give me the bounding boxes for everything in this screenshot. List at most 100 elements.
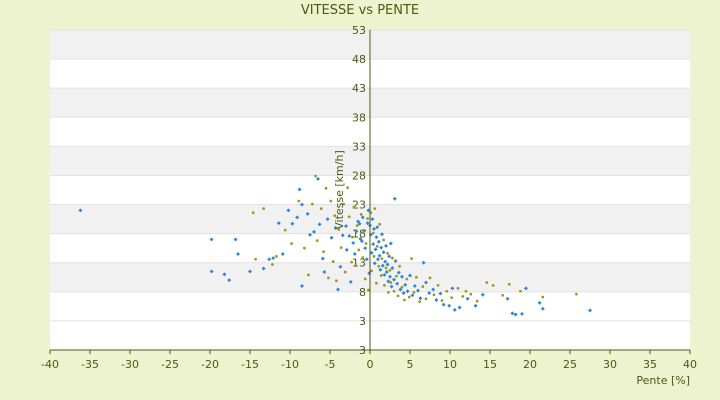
data-point xyxy=(354,264,357,268)
data-point xyxy=(473,303,478,308)
data-point xyxy=(403,298,406,302)
data-point xyxy=(233,237,238,242)
data-point xyxy=(248,269,252,274)
data-point xyxy=(398,264,401,268)
y-tick-label: 33 xyxy=(352,140,366,153)
x-tick-label: -20 xyxy=(201,358,219,371)
data-point xyxy=(405,277,409,281)
y-tick-label: 48 xyxy=(352,53,366,66)
data-point xyxy=(412,291,416,294)
data-point xyxy=(427,291,432,295)
data-point xyxy=(386,252,389,255)
y-tick-label: 13 xyxy=(352,257,366,270)
data-point xyxy=(384,270,389,275)
x-axis-label: Pente [%] xyxy=(636,374,690,387)
chart-title: VITESSE vs PENTE xyxy=(301,3,419,18)
data-point xyxy=(392,289,396,293)
data-point xyxy=(395,281,400,286)
data-point xyxy=(382,238,385,242)
data-point xyxy=(575,292,578,296)
data-point xyxy=(432,293,436,297)
data-point xyxy=(366,217,369,220)
data-point xyxy=(461,295,465,298)
data-point xyxy=(375,245,379,248)
data-point xyxy=(322,270,327,275)
data-point xyxy=(359,213,363,216)
data-point xyxy=(418,300,421,304)
data-point xyxy=(283,228,287,232)
y-tick-label: 23 xyxy=(352,199,366,212)
data-point xyxy=(469,292,473,296)
data-point xyxy=(372,254,376,258)
series-2 xyxy=(251,174,578,304)
data-point xyxy=(395,274,398,278)
y-tick-label: 8 xyxy=(359,286,366,299)
data-point xyxy=(379,274,383,277)
x-tick-label: 15 xyxy=(483,358,497,371)
data-point xyxy=(387,291,390,294)
data-point xyxy=(209,237,214,242)
data-point xyxy=(380,257,384,261)
data-point xyxy=(351,240,356,245)
data-point xyxy=(364,242,368,245)
data-point xyxy=(351,235,354,239)
data-point xyxy=(315,239,319,243)
data-point xyxy=(236,252,240,256)
data-point xyxy=(403,282,408,287)
data-point xyxy=(325,217,330,222)
data-point xyxy=(251,211,255,215)
axes xyxy=(49,30,691,354)
data-point xyxy=(382,272,387,277)
y-axis-label: Vitesse [km/h] xyxy=(333,150,346,230)
data-point xyxy=(457,305,462,310)
data-point xyxy=(262,207,265,211)
data-point xyxy=(78,208,83,213)
data-point xyxy=(392,196,397,201)
data-point xyxy=(271,263,274,266)
data-point xyxy=(308,232,312,237)
x-tick-label: -10 xyxy=(281,358,299,371)
data-point xyxy=(354,229,359,234)
data-point xyxy=(375,281,378,285)
data-point xyxy=(295,215,300,220)
x-tick-label: 0 xyxy=(367,358,374,371)
data-point xyxy=(391,256,394,260)
data-point xyxy=(456,286,460,290)
data-point xyxy=(254,257,257,261)
data-point xyxy=(367,288,370,292)
x-tick-label: -30 xyxy=(121,358,139,371)
data-point xyxy=(485,281,489,284)
data-point xyxy=(421,285,425,288)
data-point xyxy=(445,289,449,293)
data-point xyxy=(352,205,356,209)
data-point xyxy=(380,232,384,237)
data-point xyxy=(389,281,393,284)
y-tick-label: 3 xyxy=(359,315,366,328)
data-point xyxy=(381,250,386,255)
data-point xyxy=(347,233,352,238)
data-point xyxy=(290,242,293,245)
data-point xyxy=(507,282,511,286)
data-point xyxy=(267,257,272,262)
data-point xyxy=(370,217,375,222)
x-tick-label: 10 xyxy=(443,358,457,371)
data-point xyxy=(312,229,316,234)
data-point xyxy=(384,266,388,270)
data-point xyxy=(346,186,349,190)
data-point xyxy=(396,294,400,298)
data-point xyxy=(329,199,333,203)
data-point xyxy=(424,297,428,301)
x-tick-label: -25 xyxy=(161,358,179,371)
x-tick-label: 5 xyxy=(407,358,414,371)
data-point xyxy=(344,247,349,252)
y-tick-label: 53 xyxy=(352,24,366,37)
x-tick-label: 40 xyxy=(683,358,697,371)
x-tick-labels: -40 -35 -30 -25 -20 -15 -10 -5 0 5 10 15 20 25 30 35 40 xyxy=(41,358,697,371)
data-point xyxy=(357,248,361,252)
x-tick-label: 20 xyxy=(523,358,537,371)
data-point xyxy=(431,287,436,292)
data-point xyxy=(371,231,375,235)
data-point xyxy=(410,257,413,261)
